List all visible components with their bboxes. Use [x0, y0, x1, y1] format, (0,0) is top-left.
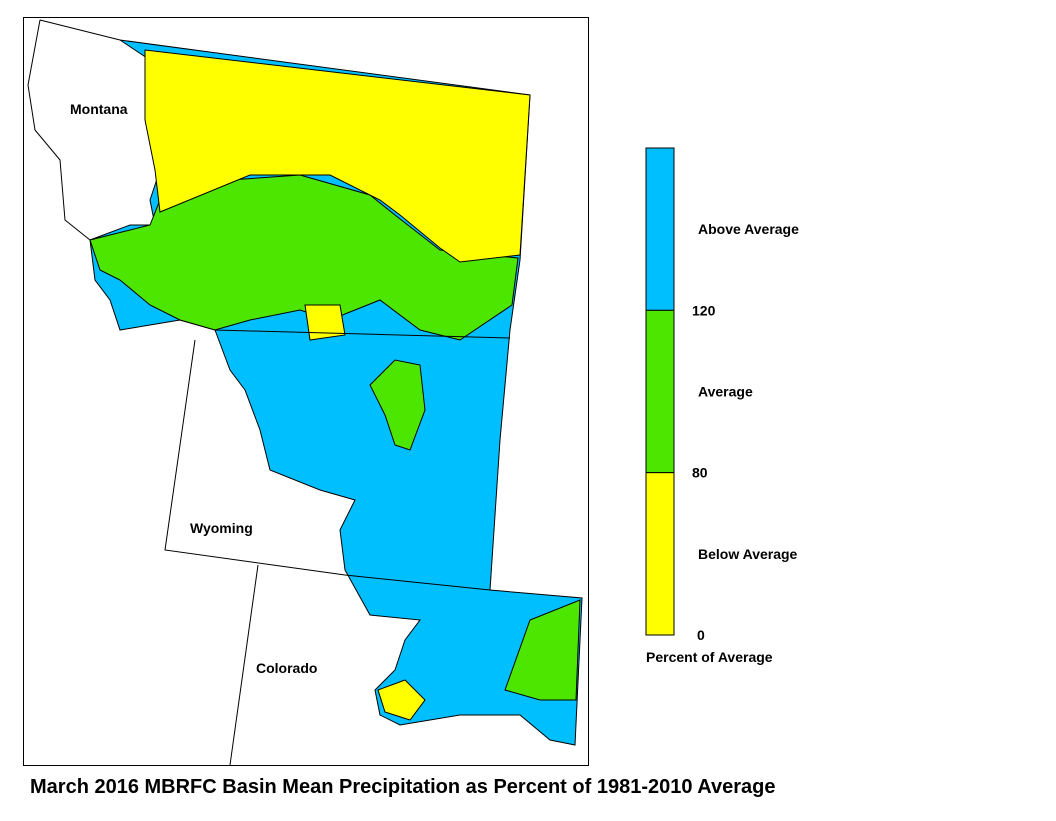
basin-region	[504, 599, 581, 701]
state-label: Montana	[70, 101, 128, 117]
legend-swatch	[645, 147, 675, 311]
legend-tick: 0	[697, 627, 705, 643]
state-line	[27, 19, 91, 241]
state-line	[214, 329, 511, 339]
legend-label: Below Average	[698, 546, 798, 562]
state-label: Colorado	[256, 660, 317, 676]
basin-region	[144, 49, 531, 263]
title: March 2016 MBRFC Basin Mean Precipitatio…	[30, 776, 775, 798]
basin-region	[304, 304, 346, 341]
legend: Above Average Average Below Average 120 80 0 P…	[645, 147, 799, 665]
legend-swatch	[645, 309, 675, 474]
legend-swatch	[645, 472, 675, 636]
basin-region	[89, 174, 519, 341]
legend-label: Above Average	[698, 221, 799, 237]
legend-label: Average	[698, 384, 753, 400]
basin-region	[377, 679, 426, 721]
legend-caption: Percent of Average	[646, 649, 773, 665]
state-line	[229, 564, 259, 766]
state-line	[39, 19, 121, 41]
basin-map	[89, 39, 583, 746]
state-line	[164, 339, 346, 576]
state-boundaries	[27, 19, 511, 766]
state-line	[344, 574, 491, 591]
basin-region	[369, 359, 426, 451]
legend-tick: 120	[692, 302, 716, 318]
legend-tick: 80	[692, 465, 708, 481]
state-label: Wyoming	[190, 520, 253, 536]
